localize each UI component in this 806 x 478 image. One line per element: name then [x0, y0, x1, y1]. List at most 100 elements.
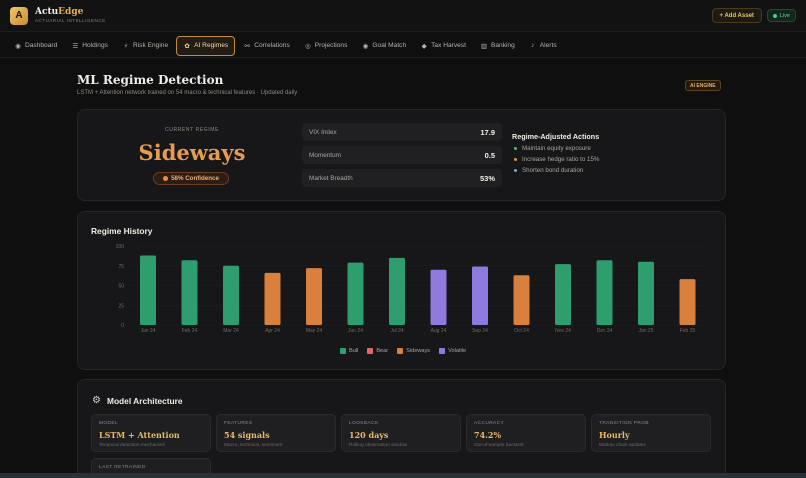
tab-goal-match[interactable]: ◉ Goal Match — [355, 36, 412, 56]
tab-dashboard[interactable]: ◉ Dashboard — [8, 36, 63, 56]
live-label: Live — [779, 12, 790, 19]
tile-sub: Rolling observation window — [349, 443, 408, 448]
legend-label: Volatile — [448, 348, 467, 354]
add-asset-button[interactable]: + Add Asset — [711, 8, 762, 23]
x-tick-label: Jan 25 — [638, 328, 653, 334]
tab-correlations[interactable]: ⚯ Correlations — [237, 36, 296, 56]
bar-aug-24[interactable] — [430, 269, 447, 325]
action-bullet-icon — [514, 147, 517, 150]
bar-feb-25[interactable] — [679, 279, 696, 325]
legend-swatch — [439, 348, 446, 354]
bar-may-24[interactable] — [306, 268, 322, 325]
arch-tile-accuracy: ACCURACY 74.2% Out-of-sample backtest — [466, 414, 586, 452]
metric-momentum: Momentum 0.5 — [302, 146, 502, 164]
tile-value: 120 days — [349, 430, 389, 440]
metric-label: VIX Index — [309, 128, 337, 136]
tile-label: MODEL — [99, 421, 119, 426]
tile-sub: Temporal detection mechanism — [99, 443, 166, 448]
tab-label: AI Regimes — [194, 42, 229, 49]
bar-sep-24[interactable] — [472, 266, 488, 325]
legend-label: Bear — [376, 348, 389, 354]
tab-holdings[interactable]: ☰ Holdings — [65, 36, 114, 56]
y-tick-label: 25 — [118, 303, 124, 309]
action-item: Increase hedge ratio to 15% — [514, 156, 599, 163]
metric-value: 17.9 — [480, 127, 495, 137]
action-text: Shorten bond duration — [522, 167, 584, 174]
main-nav: ◉ Dashboard ☰ Holdings ⚡ Risk Engine ✿ AI Regim… — [0, 34, 806, 58]
model-architecture-title: Model Architecture — [106, 395, 183, 406]
brand: ActuEdge ACTUARIAL INTELLIGENCE — [35, 6, 106, 23]
page-subtitle: LSTM + Attention network trained on 54 m… — [77, 90, 298, 96]
tab-label: Banking — [490, 42, 515, 49]
tab-label: Correlations — [254, 42, 290, 49]
y-tick-label: 0 — [121, 323, 124, 329]
legend-label: Sideways — [406, 348, 431, 354]
tile-value: 54 signals — [224, 430, 270, 440]
legend-swatch — [397, 348, 404, 354]
tab-ai-regimes[interactable]: ✿ AI Regimes — [176, 35, 236, 56]
bar-oct-24[interactable] — [513, 275, 530, 325]
y-tick-label: 75 — [118, 264, 124, 270]
bar-jul-24[interactable] — [389, 257, 405, 325]
x-tick-label: May 24 — [306, 328, 323, 334]
ai-engine-badge: AI ENGINE — [685, 80, 721, 91]
bar-jan-25[interactable] — [638, 261, 654, 325]
bar-jan-24[interactable] — [140, 255, 156, 325]
tab-banking[interactable]: ▥ Banking — [474, 36, 521, 56]
action-text: Increase hedge ratio to 15% — [522, 156, 600, 163]
tile-sub: Macro, technical, sentiment — [224, 443, 283, 448]
x-tick-label: Oct 24 — [514, 328, 529, 334]
bolt-icon: ⚡ — [123, 42, 129, 50]
bar-mar-24[interactable] — [223, 265, 239, 325]
regime-history-title: Regime History — [91, 226, 153, 236]
tab-label: Goal Match — [372, 42, 407, 49]
legend-swatch — [367, 348, 374, 354]
bar-dec-24[interactable] — [596, 260, 613, 325]
current-regime-label: CURRENT REGIME — [165, 127, 219, 133]
app-header: A ActuEdge ACTUARIAL INTELLIGENCE + Add … — [0, 0, 806, 32]
brand-name-accent: Edge — [58, 6, 84, 17]
arch-tile-features: FEATURES 54 signals Macro, technical, sent… — [216, 414, 336, 452]
tab-label: Dashboard — [25, 42, 58, 49]
tab-label: Holdings — [82, 42, 108, 49]
brain-icon: ✿ — [184, 42, 190, 50]
arch-tile-model: MODEL LSTM + Attention Temporal detection … — [91, 414, 211, 452]
bank-icon: ▥ — [480, 42, 488, 50]
regime-history-chart: 100 75 50 25 0 Jan 24 Feb 24 Mar 24 Apr 24 May 24… — [116, 244, 708, 334]
x-tick-label: Feb 25 — [680, 328, 696, 334]
gear-icon: ⚙ — [92, 395, 101, 406]
tab-label: Tax Harvest — [431, 42, 466, 49]
link-icon: ⚯ — [244, 42, 250, 50]
bar-apr-24[interactable] — [264, 272, 281, 325]
tile-label: TRANSITION PROB — [599, 421, 649, 426]
tab-projections[interactable]: ◎ Projections — [298, 36, 354, 56]
metric-vix: VIX Index 17.9 — [302, 123, 502, 141]
legend-item-sideways: Sideways — [397, 348, 430, 354]
metric-label: Momentum — [309, 151, 341, 159]
tile-value: LSTM + Attention — [99, 430, 180, 440]
live-dot-icon — [772, 13, 777, 18]
brand-name-prefix: Actu — [35, 6, 59, 17]
tab-label: Alerts — [539, 42, 557, 49]
bar-feb-24[interactable] — [181, 260, 198, 325]
current-regime-value: Sideways — [138, 140, 246, 165]
bar-nov-24[interactable] — [555, 264, 571, 325]
action-bullet-icon — [514, 169, 517, 172]
tile-value: Hourly — [599, 430, 630, 440]
tab-risk-engine[interactable]: ⚡ Risk Engine — [116, 36, 174, 56]
bottom-scrollbar[interactable] — [0, 473, 806, 478]
y-tick-label: 50 — [118, 284, 124, 290]
action-bullet-icon — [514, 158, 517, 161]
tab-tax-harvest[interactable]: ◆ Tax Harvest — [414, 36, 472, 56]
bar-jun-24[interactable] — [347, 262, 364, 325]
page-title: ML Regime Detection — [77, 73, 224, 87]
tab-label: Projections — [314, 42, 348, 49]
confidence-badge: 58% Confidence — [153, 172, 229, 185]
tile-label: LOOKBACK — [349, 421, 379, 426]
current-regime-card: CURRENT REGIME Sideways 58% Confidence V… — [77, 109, 726, 201]
x-tick-label: Sep 24 — [472, 328, 488, 334]
logo-icon[interactable]: A — [10, 6, 28, 25]
chart-legend: Bull Bear Sideways Volatile — [340, 348, 466, 354]
legend-item-bear: Bear — [367, 348, 388, 354]
tab-alerts[interactable]: ♪ Alerts — [523, 36, 563, 56]
